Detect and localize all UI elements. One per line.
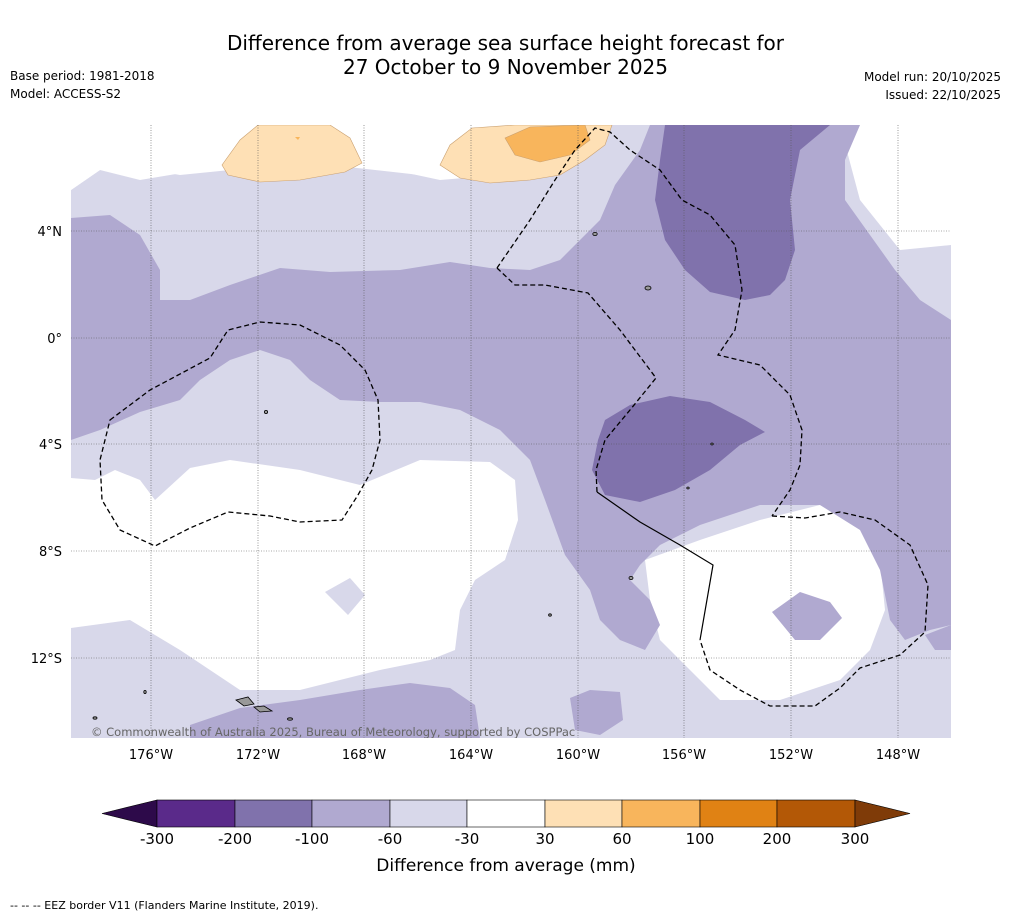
anomaly-patch-medium-se — [772, 592, 842, 640]
anomaly-patch-medium-east — [925, 625, 951, 650]
anomaly-region-white-ne — [862, 125, 951, 240]
meta-left: Base period: 1981-2018 Model: ACCESS-S2 — [10, 67, 155, 103]
island-samoa-1 — [235, 696, 255, 707]
colorbar-tick-10: 300 — [841, 830, 870, 848]
lon-label-176w: 176°W — [129, 748, 173, 763]
colorbar-tick-2: -200 — [218, 830, 252, 848]
colorbar-extend-max — [854, 799, 911, 828]
lat-label-12s: 12°S — [31, 652, 62, 667]
island-6 — [287, 717, 293, 721]
anomaly-region-white-sw — [71, 460, 518, 690]
colorbar-tick-6: 30 — [535, 830, 554, 848]
title-line-1: Difference from average sea surface heig… — [226, 31, 785, 55]
issued-date: Issued: 22/10/2025 — [885, 88, 1001, 102]
colorbar-tick-9: 200 — [763, 830, 792, 848]
lon-label-168w: 168°W — [342, 748, 386, 763]
island-4 — [628, 576, 634, 581]
map-title: Difference from average sea surface heig… — [0, 31, 1011, 79]
latitude-labels: 4°N 0° 4°S 8°S 12°S — [31, 225, 62, 667]
colorbar-tick-7: 60 — [612, 830, 631, 848]
lon-label-148w: 148°W — [876, 748, 920, 763]
anomaly-region-orange — [504, 125, 591, 163]
anomaly-region-dark-south — [592, 396, 765, 502]
eez-border-central-2 — [496, 267, 657, 493]
anomaly-patch-light-sw — [325, 578, 365, 615]
colorbar-extend-min — [101, 799, 158, 828]
base-period: Base period: 1981-2018 — [10, 69, 155, 83]
colorbar: -300 -200 -100 -60 -30 30 60 100 200 300… — [101, 799, 911, 876]
island-3 — [263, 409, 268, 414]
colorbar-tick-1: -300 — [140, 830, 174, 848]
eez-border-solid — [596, 491, 714, 641]
anomaly-region-white-east — [645, 505, 885, 700]
meta-right: Model run: 20/10/2025 Issued: 22/10/2025 — [864, 68, 1001, 104]
model-run: Model run: 20/10/2025 — [863, 70, 1001, 84]
eez-border-east — [699, 511, 929, 707]
lon-label-172w: 172°W — [236, 748, 280, 763]
colorbar-bin-8 — [699, 799, 778, 828]
longitude-labels: 176°W 172°W 168°W 164°W 160°W 156°W 152°… — [129, 748, 920, 763]
map-area: © Commonwealth of Australia 2025, Bureau… — [71, 125, 951, 739]
colorbar-tick-5: -30 — [455, 830, 480, 848]
island-10 — [686, 486, 690, 490]
anomaly-patch-medium-bottom-2 — [570, 690, 623, 735]
colorbar-ticks: -300 -200 -100 -60 -30 30 60 100 200 300 — [140, 830, 869, 848]
island-9 — [710, 442, 714, 446]
eez-border-west — [99, 321, 381, 547]
lat-label-4s: 4°S — [39, 438, 62, 453]
colorbar-tick-8: 100 — [686, 830, 715, 848]
island-samoa-2 — [253, 705, 274, 713]
colorbar-bin-9 — [776, 799, 856, 828]
island-7 — [92, 716, 98, 720]
lon-label-160w: 160°W — [556, 748, 600, 763]
lon-label-156w: 156°W — [662, 748, 706, 763]
model-name: Model: ACCESS-S2 — [10, 87, 122, 101]
islands — [92, 231, 714, 721]
lon-label-164w: 164°W — [449, 748, 493, 763]
colorbar-bin-2 — [234, 799, 313, 828]
copyright-notice: © Commonwealth of Australia 2025, Bureau… — [91, 725, 575, 739]
colorbar-bin-5 — [466, 799, 546, 828]
island-8 — [548, 613, 552, 617]
lat-label-4n: 4°N — [38, 225, 63, 240]
eez-border-central — [496, 127, 803, 517]
colorbar-bin-6 — [544, 799, 623, 828]
anomaly-region-dark-north — [655, 125, 830, 300]
colorbar-bin-1 — [156, 799, 236, 828]
colorbar-bin-4 — [389, 799, 468, 828]
lat-label-0: 0° — [47, 332, 62, 347]
eez-legend: -- -- -- EEZ border V11 (Flanders Marine… — [10, 899, 319, 912]
map-gridlines — [71, 125, 951, 738]
colorbar-bin-3 — [311, 799, 391, 828]
anomaly-region-orange-light-west — [221, 125, 363, 183]
lon-label-152w: 152°W — [769, 748, 813, 763]
lat-label-8s: 8°S — [39, 545, 62, 560]
colorbar-tick-4: -60 — [378, 830, 403, 848]
island-2 — [644, 285, 652, 291]
eez-borders — [99, 127, 929, 707]
title-line-2: 27 October to 9 November 2025 — [342, 55, 669, 79]
colorbar-bin-7 — [621, 799, 701, 828]
colorbar-title: Difference from average (mm) — [376, 856, 635, 876]
anomaly-patch-medium-bottom — [190, 683, 480, 738]
island-1 — [592, 231, 598, 236]
island-5 — [143, 690, 147, 695]
colorbar-tick-3: -100 — [295, 830, 329, 848]
anomaly-patch-orange-light-dot — [295, 137, 300, 140]
